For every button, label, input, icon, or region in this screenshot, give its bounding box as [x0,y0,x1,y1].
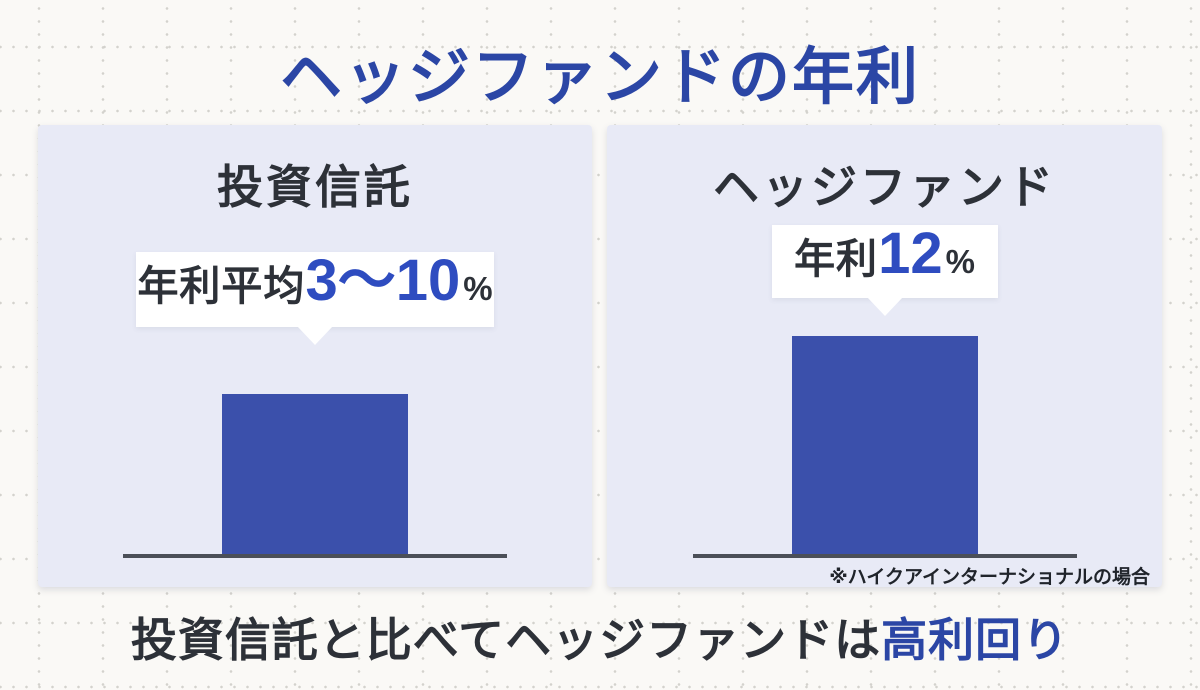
bubble-value: 12 [878,221,943,286]
baseline-investment-trust [123,554,507,558]
bubble-unit: % [945,243,975,280]
bar-investment-trust [222,394,408,556]
bar-hedge-fund [791,336,978,556]
caption: 投資信託と比べてヘッジファンドは高利回り [0,604,1200,670]
baseline-hedge-fund [692,554,1077,558]
footnote: ※ハイクアインターナショナルの場合 [829,567,1150,588]
bubble-unit: % [463,270,493,307]
bubble-value: 3〜10 [305,248,461,313]
value-bubble-hedge-fund: 年利 12% [771,221,998,298]
speech-bubble-tail [866,297,903,316]
panel-title-hedge-fund: ヘッジファンド [713,161,1056,213]
value-bubble-investment-trust: 年利平均 3〜10% [136,252,494,327]
caption-highlight: 高利回り [881,614,1070,666]
bubble-prefix: 年利平均 [137,263,306,309]
panel-hedge-fund: ヘッジファンド 年利 12% ※ハイクアインターナショナルの場合 [607,125,1162,588]
panel-title-investment-trust: 投資信託 [217,161,413,213]
caption-text: 投資信託と比べてヘッジファンドは [130,614,882,666]
panel-investment-trust: 投資信託 年利平均 3〜10% [38,125,592,587]
bubble-prefix: 年利 [794,236,879,282]
speech-bubble-tail [297,326,333,345]
page-title: ヘッジファンドの年利 [279,43,920,112]
